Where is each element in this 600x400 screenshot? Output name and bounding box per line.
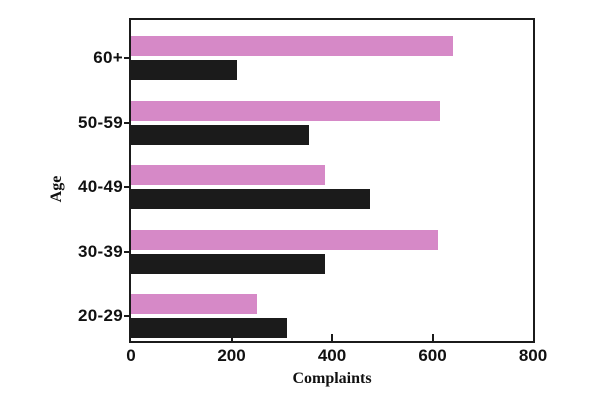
y-axis-tick xyxy=(124,57,130,59)
x-tick-label-400: 400 xyxy=(317,346,347,365)
bar-40-49-pink-series xyxy=(131,165,325,185)
category-label-30-39: 30-39 xyxy=(78,241,123,261)
x-tick-label-0: 0 xyxy=(126,346,136,365)
x-axis-tick-600 xyxy=(431,334,434,341)
plot-area xyxy=(129,18,535,343)
bar-20-29-pink-series xyxy=(131,294,257,314)
x-axis-tick-400 xyxy=(331,334,333,341)
bar-40-49-black-series xyxy=(131,189,370,209)
y-axis-tick xyxy=(124,186,130,188)
bar-50-59-pink-series xyxy=(131,100,440,121)
category-label-50-59: 50-59 xyxy=(78,112,123,132)
bar-60plus-black-series xyxy=(131,60,237,80)
x-axis-tick-200 xyxy=(230,334,233,341)
category-label-60plus: 60+ xyxy=(93,48,123,67)
bar-20-29-black-series xyxy=(131,318,287,338)
x-axis-title: Complaints xyxy=(292,370,372,387)
x-tick-label-600: 600 xyxy=(418,346,447,365)
x-tick-label-200: 200 xyxy=(217,346,246,365)
x-tick-label-800: 800 xyxy=(518,346,548,365)
category-label-40-49: 40-49 xyxy=(78,177,123,196)
bar-30-39-pink-series xyxy=(131,229,438,250)
bar-60plus-pink-series xyxy=(131,36,453,56)
y-axis-tick xyxy=(124,250,130,253)
y-axis-tick xyxy=(124,315,130,317)
y-axis-tick xyxy=(124,121,130,124)
category-label-20-29: 20-29 xyxy=(78,306,123,325)
bar-50-59-black-series xyxy=(131,124,310,145)
bar-30-39-black-series xyxy=(131,253,325,274)
